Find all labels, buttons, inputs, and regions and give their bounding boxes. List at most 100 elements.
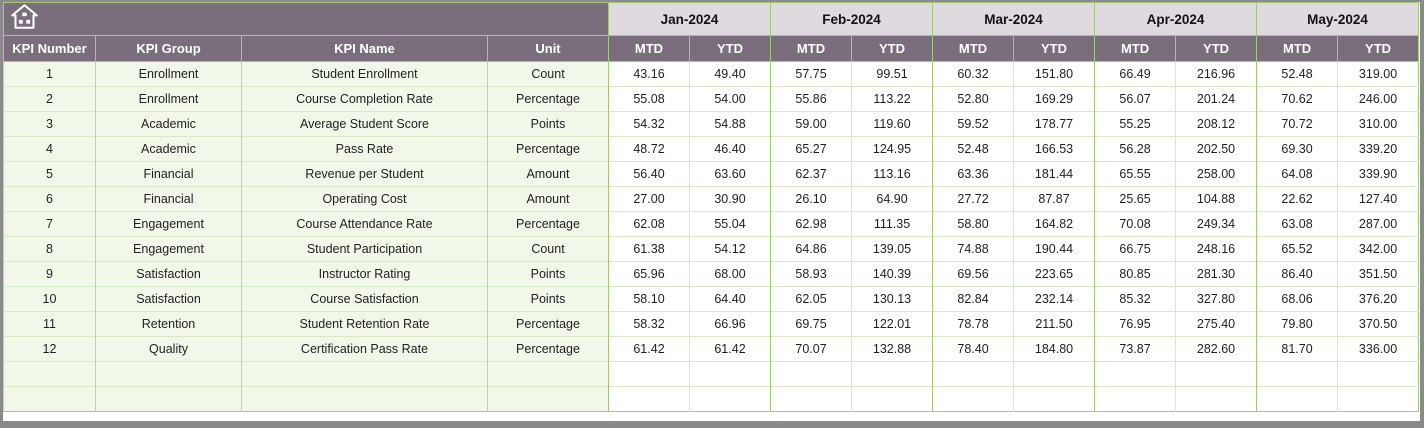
period-header-mtd[interactable]: MTD bbox=[932, 35, 1015, 62]
value-cell[interactable]: 249.34 bbox=[1175, 211, 1257, 237]
value-cell[interactable]: 79.80 bbox=[1256, 311, 1338, 337]
empty-cell[interactable] bbox=[487, 386, 609, 412]
kpi-group-cell[interactable]: Enrollment bbox=[95, 86, 242, 112]
value-cell[interactable]: 69.75 bbox=[770, 311, 852, 337]
empty-cell[interactable] bbox=[932, 386, 1014, 412]
value-cell[interactable]: 62.98 bbox=[770, 211, 852, 237]
value-cell[interactable]: 190.44 bbox=[1013, 236, 1095, 262]
kpi-name-cell[interactable]: Average Student Score bbox=[241, 111, 488, 137]
value-cell[interactable]: 68.00 bbox=[688, 261, 771, 287]
value-cell[interactable]: 248.16 bbox=[1175, 236, 1257, 262]
kpi-name-cell[interactable]: Course Completion Rate bbox=[241, 86, 488, 112]
value-cell[interactable]: 70.72 bbox=[1256, 111, 1338, 137]
kpi-number-cell[interactable]: 9 bbox=[3, 261, 96, 287]
value-cell[interactable]: 169.29 bbox=[1013, 86, 1095, 112]
value-cell[interactable]: 56.28 bbox=[1094, 136, 1176, 162]
value-cell[interactable]: 27.00 bbox=[608, 186, 690, 212]
value-cell[interactable]: 43.16 bbox=[608, 61, 690, 87]
empty-cell[interactable] bbox=[241, 361, 488, 387]
value-cell[interactable]: 25.65 bbox=[1094, 186, 1176, 212]
value-cell[interactable]: 64.40 bbox=[688, 286, 771, 312]
value-cell[interactable]: 64.86 bbox=[770, 236, 852, 262]
empty-cell[interactable] bbox=[1013, 361, 1095, 387]
kpi-group-cell[interactable]: Engagement bbox=[95, 211, 242, 237]
kpi-number-cell[interactable]: 11 bbox=[3, 311, 96, 337]
value-cell[interactable]: 56.40 bbox=[608, 161, 690, 187]
value-cell[interactable]: 48.72 bbox=[608, 136, 690, 162]
value-cell[interactable]: 61.38 bbox=[608, 236, 690, 262]
value-cell[interactable]: 54.88 bbox=[688, 111, 771, 137]
value-cell[interactable]: 119.60 bbox=[851, 111, 933, 137]
period-header-mtd[interactable]: MTD bbox=[1094, 35, 1177, 62]
value-cell[interactable]: 111.35 bbox=[851, 211, 933, 237]
kpi-number-cell[interactable]: 1 bbox=[3, 61, 96, 87]
value-cell[interactable]: 130.13 bbox=[851, 286, 933, 312]
kpi-name-cell[interactable]: Student Participation bbox=[241, 236, 488, 262]
value-cell[interactable]: 46.40 bbox=[688, 136, 771, 162]
value-cell[interactable]: 62.08 bbox=[608, 211, 690, 237]
value-cell[interactable]: 58.93 bbox=[770, 261, 852, 287]
empty-cell[interactable] bbox=[3, 361, 96, 387]
value-cell[interactable]: 55.86 bbox=[770, 86, 852, 112]
value-cell[interactable]: 81.70 bbox=[1256, 336, 1338, 362]
empty-cell[interactable] bbox=[1256, 361, 1338, 387]
unit-cell[interactable]: Points bbox=[487, 111, 609, 137]
month-header-feb[interactable]: Feb-2024 bbox=[770, 2, 934, 36]
month-header-jan[interactable]: Jan-2024 bbox=[607, 2, 772, 36]
value-cell[interactable]: 55.04 bbox=[688, 211, 771, 237]
value-cell[interactable]: 223.65 bbox=[1013, 261, 1095, 287]
period-header-ytd[interactable]: YTD bbox=[688, 35, 772, 62]
value-cell[interactable]: 246.00 bbox=[1337, 86, 1419, 112]
value-cell[interactable]: 164.82 bbox=[1013, 211, 1095, 237]
value-cell[interactable]: 54.32 bbox=[608, 111, 690, 137]
empty-cell[interactable] bbox=[770, 361, 852, 387]
value-cell[interactable]: 64.90 bbox=[851, 186, 933, 212]
value-cell[interactable]: 65.27 bbox=[770, 136, 852, 162]
kpi-name-cell[interactable]: Certification Pass Rate bbox=[241, 336, 488, 362]
value-cell[interactable]: 58.32 bbox=[608, 311, 690, 337]
value-cell[interactable]: 54.00 bbox=[688, 86, 771, 112]
period-header-mtd[interactable]: MTD bbox=[608, 35, 690, 62]
value-cell[interactable]: 56.07 bbox=[1094, 86, 1176, 112]
empty-cell[interactable] bbox=[1175, 386, 1257, 412]
value-cell[interactable]: 26.10 bbox=[770, 186, 852, 212]
value-cell[interactable]: 287.00 bbox=[1337, 211, 1419, 237]
value-cell[interactable]: 76.95 bbox=[1094, 311, 1176, 337]
unit-cell[interactable]: Points bbox=[487, 261, 609, 287]
value-cell[interactable]: 351.50 bbox=[1337, 261, 1419, 287]
kpi-group-cell[interactable]: Academic bbox=[95, 111, 242, 137]
column-header-unit[interactable]: Unit bbox=[487, 35, 609, 62]
value-cell[interactable]: 339.90 bbox=[1337, 161, 1419, 187]
empty-cell[interactable] bbox=[95, 386, 242, 412]
value-cell[interactable]: 65.52 bbox=[1256, 236, 1338, 262]
column-header-kpi-number[interactable]: KPI Number bbox=[3, 35, 96, 62]
empty-cell[interactable] bbox=[95, 361, 242, 387]
value-cell[interactable]: 55.08 bbox=[608, 86, 690, 112]
empty-cell[interactable] bbox=[1337, 361, 1419, 387]
kpi-name-cell[interactable]: Instructor Rating bbox=[241, 261, 488, 287]
value-cell[interactable]: 69.30 bbox=[1256, 136, 1338, 162]
value-cell[interactable]: 78.78 bbox=[932, 311, 1014, 337]
value-cell[interactable]: 68.06 bbox=[1256, 286, 1338, 312]
period-header-ytd[interactable]: YTD bbox=[851, 35, 934, 62]
kpi-group-cell[interactable]: Engagement bbox=[95, 236, 242, 262]
empty-cell[interactable] bbox=[608, 361, 690, 387]
value-cell[interactable]: 85.32 bbox=[1094, 286, 1176, 312]
value-cell[interactable]: 49.40 bbox=[688, 61, 771, 87]
value-cell[interactable]: 63.60 bbox=[688, 161, 771, 187]
column-header-kpi-group[interactable]: KPI Group bbox=[95, 35, 242, 62]
kpi-number-cell[interactable]: 12 bbox=[3, 336, 96, 362]
value-cell[interactable]: 99.51 bbox=[851, 61, 933, 87]
value-cell[interactable]: 113.22 bbox=[851, 86, 933, 112]
value-cell[interactable]: 82.84 bbox=[932, 286, 1014, 312]
empty-cell[interactable] bbox=[688, 386, 771, 412]
empty-cell[interactable] bbox=[770, 386, 852, 412]
unit-cell[interactable]: Amount bbox=[487, 161, 609, 187]
month-header-mar[interactable]: Mar-2024 bbox=[932, 2, 1096, 36]
unit-cell[interactable]: Count bbox=[487, 61, 609, 87]
kpi-group-cell[interactable]: Satisfaction bbox=[95, 286, 242, 312]
unit-cell[interactable]: Percentage bbox=[487, 136, 609, 162]
value-cell[interactable]: 336.00 bbox=[1337, 336, 1419, 362]
month-header-may[interactable]: May-2024 bbox=[1256, 2, 1420, 36]
unit-cell[interactable]: Percentage bbox=[487, 311, 609, 337]
